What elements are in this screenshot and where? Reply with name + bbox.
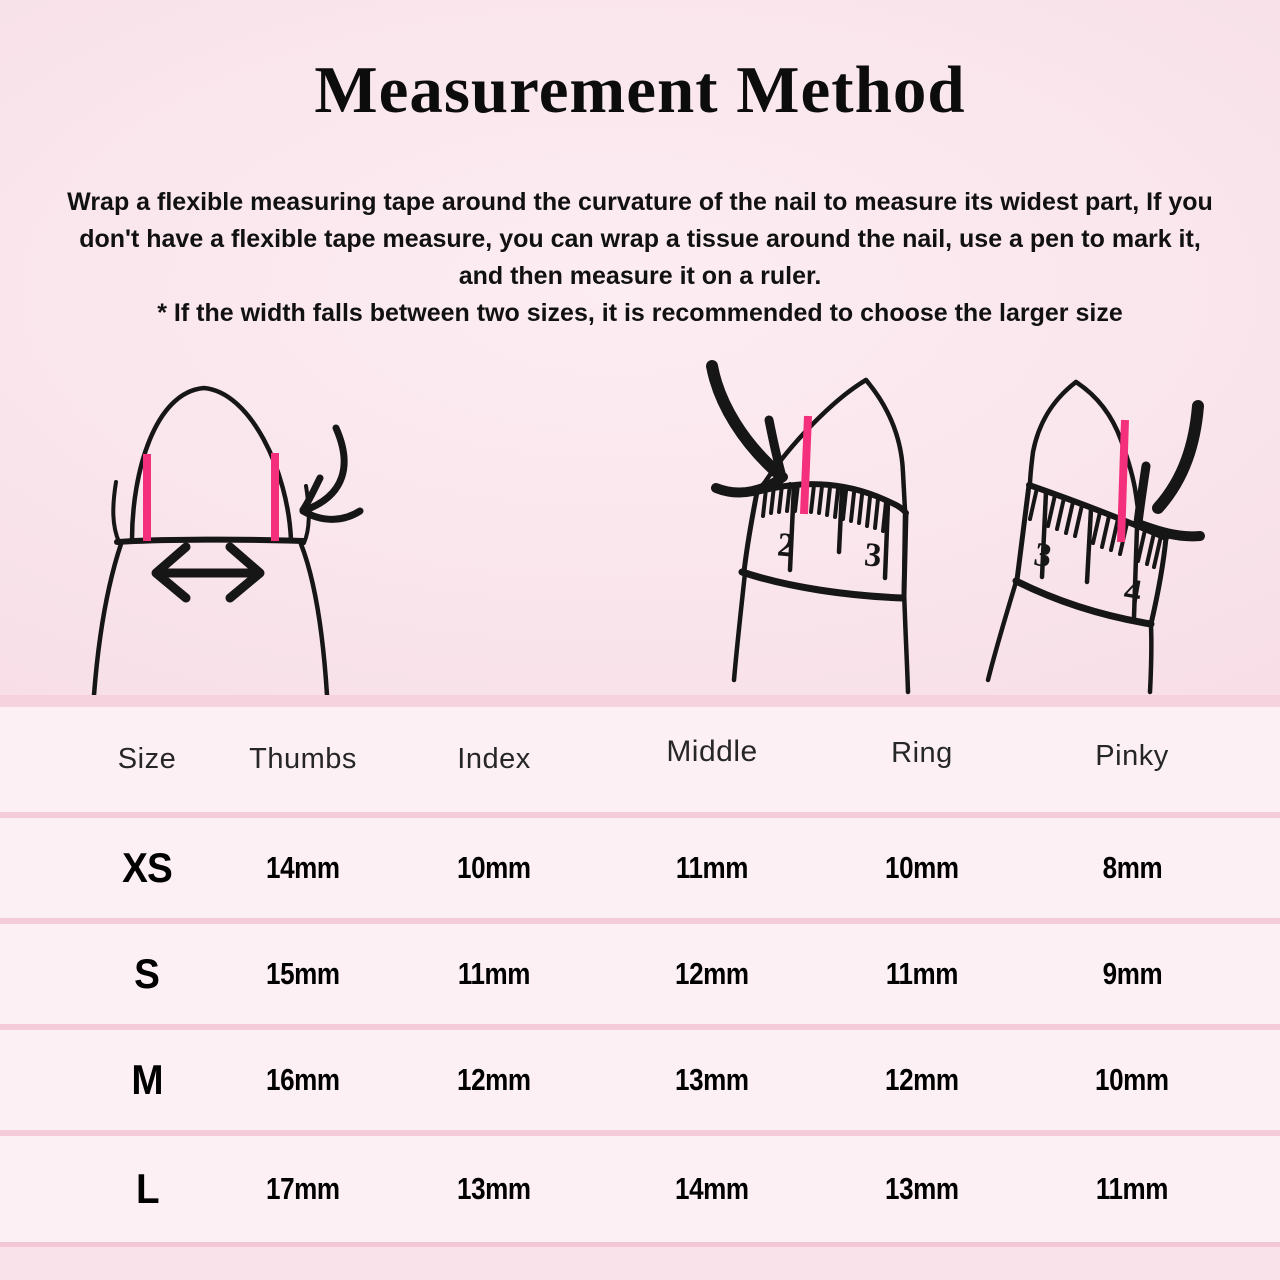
table-row-s: S 15mm 11mm 12mm 11mm 9mm (0, 924, 1280, 1024)
finger-side-left (111, 480, 121, 544)
value-cell: 14mm (675, 1171, 749, 1206)
column-header-size: Size (117, 743, 177, 775)
tape-ruler: 3 4 (1012, 482, 1169, 628)
nail-width-marker (1117, 419, 1129, 543)
value-cell: 10mm (457, 850, 531, 885)
tape-ruler: 2 3 (738, 481, 909, 602)
column-header-index: Index (457, 743, 531, 775)
table-divider (0, 918, 1280, 924)
value-cell: 10mm (885, 850, 959, 885)
column-header-thumbs: Thumbs (249, 743, 357, 775)
value-cell: 11mm (457, 956, 531, 991)
table-divider (0, 1130, 1280, 1136)
nail-outline (129, 385, 294, 543)
size-chart-table: Size Thumbs Index Middle Ring Pinky XS 1… (0, 695, 1280, 1280)
column-header-pinky: Pinky (1095, 740, 1169, 772)
curved-arrow-icon (1133, 400, 1205, 542)
ruler-number: 2 (776, 526, 796, 564)
table-row-l: L 17mm 13mm 14mm 13mm 11mm (0, 1136, 1280, 1242)
page-title: Measurement Method (314, 53, 966, 127)
value-cell: 12mm (675, 956, 749, 991)
double-headed-arrow-icon (151, 542, 265, 603)
ruler-number: 3 (1031, 536, 1054, 575)
table-divider (0, 1242, 1280, 1247)
nail-width-marker (800, 415, 812, 515)
value-cell: 13mm (675, 1062, 749, 1097)
value-cell: 10mm (1095, 1062, 1169, 1097)
intro-text: Wrap a flexible measuring tape around th… (0, 184, 1280, 332)
value-cell: 11mm (675, 850, 749, 885)
table-divider (0, 695, 1280, 707)
finger-edge-right-lower (1147, 623, 1154, 695)
finger-front-illustration (91, 385, 364, 698)
curved-arrow-icon (706, 360, 788, 498)
finger-edge-left-lower (985, 579, 1019, 683)
value-cell: 11mm (1095, 1171, 1169, 1206)
table-row-xs: XS 14mm 10mm 11mm 10mm 8mm (0, 818, 1280, 918)
table-divider (0, 1024, 1280, 1030)
finger-edge-right (863, 377, 908, 513)
column-header-ring: Ring (891, 737, 953, 769)
illustrations: 2 3 (0, 330, 1280, 760)
intro-line: * If the width falls between two sizes, … (157, 299, 1123, 327)
finger-lower-left (91, 541, 124, 698)
intro-line: Wrap a flexible measuring tape around th… (67, 188, 1213, 216)
finger-edge-left (1027, 379, 1079, 488)
value-cell: 13mm (885, 1171, 959, 1206)
finger-tape-illustration-middle: 2 3 (706, 360, 911, 695)
nail-base-line (114, 536, 306, 545)
value-cell: 12mm (457, 1062, 531, 1097)
size-cell: L (135, 1165, 160, 1212)
finger-edge-left-lower (731, 570, 748, 683)
tape-major-ticks (1039, 489, 1140, 620)
curved-arrow-icon (299, 424, 364, 523)
tape-major-ticks (787, 482, 891, 581)
value-cell: 8mm (1102, 850, 1162, 885)
size-cell: M (131, 1056, 163, 1103)
intro-line: and then measure it on a ruler. (458, 262, 822, 290)
ruler-number: 3 (863, 536, 883, 574)
size-cell: S (134, 950, 161, 997)
intro-line: don't have a flexible tape measure, you … (79, 225, 1201, 253)
value-cell: 11mm (885, 956, 959, 991)
background-gradient (0, 0, 1280, 695)
finger-lower-right (298, 541, 330, 698)
value-cell: 12mm (885, 1062, 959, 1097)
finger-measurement-drawing: 2 3 (91, 360, 1205, 698)
footer-band (0, 1247, 1280, 1280)
value-cell: 14mm (266, 850, 340, 885)
value-cell: 17mm (266, 1171, 340, 1206)
column-header-middle: Middle (666, 734, 758, 768)
value-cell: 9mm (1102, 956, 1162, 991)
table-header-row: Size Thumbs Index Middle Ring Pinky (0, 707, 1280, 812)
ruler-number: 4 (1121, 572, 1144, 611)
table-row-m: M 16mm 12mm 13mm 12mm 10mm (0, 1030, 1280, 1130)
finger-tape-illustration-right: 3 4 (985, 379, 1205, 695)
table-divider (0, 812, 1280, 818)
value-cell: 15mm (266, 956, 340, 991)
value-cell: 16mm (266, 1062, 340, 1097)
value-cell: 13mm (457, 1171, 531, 1206)
size-cell: XS (122, 844, 173, 891)
